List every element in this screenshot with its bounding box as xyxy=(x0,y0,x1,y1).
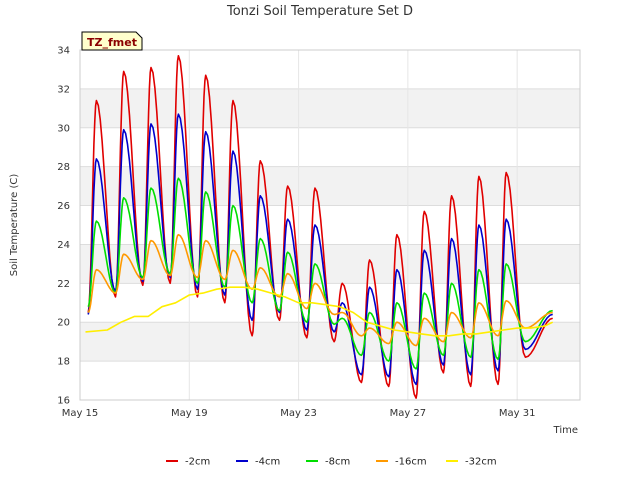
legend-label: -32cm xyxy=(465,457,497,468)
plot-area: 16 18 20 22 24 26 28 30 32 34 May 15 May 19 May 23 Ma… xyxy=(57,46,581,419)
legend-label: -8cm xyxy=(325,457,350,468)
x-tick-label: May 27 xyxy=(390,408,427,419)
y-axis-label: Soil Temperature (C) xyxy=(9,174,20,277)
x-tick-label: May 19 xyxy=(171,408,208,419)
grid-band xyxy=(80,166,580,206)
plot-frame xyxy=(79,49,581,401)
legend-label: -4cm xyxy=(255,457,280,468)
y-tick-label: 32 xyxy=(57,84,70,95)
y-tick-label: 24 xyxy=(57,240,70,251)
y-tick-label: 18 xyxy=(57,357,70,368)
y-tick-label: 16 xyxy=(57,396,70,407)
x-tick-label: May 31 xyxy=(499,408,536,419)
site-badge-box xyxy=(81,31,143,51)
y-tick-label: 20 xyxy=(57,318,70,329)
x-tick-label: May 23 xyxy=(280,408,317,419)
y-tick-label: 34 xyxy=(57,46,70,57)
site-badge-label: TZ_fmet xyxy=(87,36,137,49)
series-line-neg16cm xyxy=(87,233,553,347)
series-line-neg4cm xyxy=(87,113,553,386)
y-tick-label: 30 xyxy=(57,123,70,134)
y-tick-label: 22 xyxy=(57,279,70,290)
x-tick-label: May 15 xyxy=(62,408,99,419)
legend-label: -2cm xyxy=(185,457,210,468)
chart-title: Tonzi Soil Temperature Set D xyxy=(226,4,413,19)
legend-label: -16cm xyxy=(395,457,427,468)
y-tick-label: 28 xyxy=(57,162,70,173)
site-badge: TZ_fmet xyxy=(81,31,143,51)
x-axis-label: Time xyxy=(553,425,578,436)
y-tick-label: 26 xyxy=(57,201,70,212)
legend: -2cm -4cm -8cm -16cm -32cm xyxy=(166,457,497,468)
grid-band xyxy=(80,88,580,128)
series-line-neg32cm xyxy=(85,286,554,337)
